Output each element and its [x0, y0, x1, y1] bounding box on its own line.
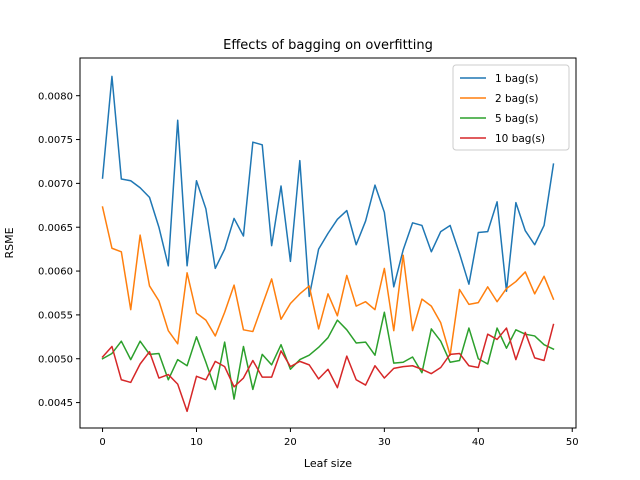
legend-label-2: 2 bag(s)	[495, 93, 538, 105]
x-tick-label: 40	[472, 437, 485, 448]
x-tick-label: 0	[99, 437, 105, 448]
series-line-1	[101, 75, 555, 298]
legend-label-4: 10 bag(s)	[495, 133, 545, 145]
y-tick-label: 0.0065	[38, 223, 73, 234]
x-tick-label: 10	[190, 437, 203, 448]
series-line-2	[101, 206, 555, 356]
x-tick-label: 30	[378, 437, 391, 448]
y-tick-label: 0.0050	[38, 354, 73, 365]
series-line-4	[101, 323, 555, 413]
legend-label-3: 5 bag(s)	[495, 113, 538, 125]
y-tick-label: 0.0045	[38, 398, 73, 409]
y-axis: 0.0045 0.0050 0.0055 0.0060 0.0065 0.0070 0.00…	[38, 91, 80, 409]
x-tick-label: 20	[284, 437, 297, 448]
y-tick-label: 0.0070	[38, 179, 73, 190]
y-axis-label: RSME	[3, 227, 16, 258]
y-tick-label: 0.0075	[38, 135, 73, 146]
x-tick-label: 50	[566, 437, 579, 448]
y-tick-label: 0.0055	[38, 310, 73, 321]
legend-label-1: 1 bag(s)	[495, 73, 538, 85]
series-layer	[101, 75, 555, 413]
legend-box	[452, 64, 570, 151]
axes-frame	[79, 57, 577, 429]
chart-title: Effects of bagging on overfitting	[223, 38, 433, 53]
legend: 1 bag(s) 2 bag(s) 5 bag(s) 10 bag(s)	[452, 64, 570, 151]
y-tick-label: 0.0080	[38, 91, 73, 102]
x-axis: 0 10 20 30 40 50	[99, 428, 579, 448]
series-line-3	[101, 311, 555, 400]
x-axis-label: Leaf size	[304, 457, 352, 470]
y-tick-label: 0.0060	[38, 267, 73, 278]
